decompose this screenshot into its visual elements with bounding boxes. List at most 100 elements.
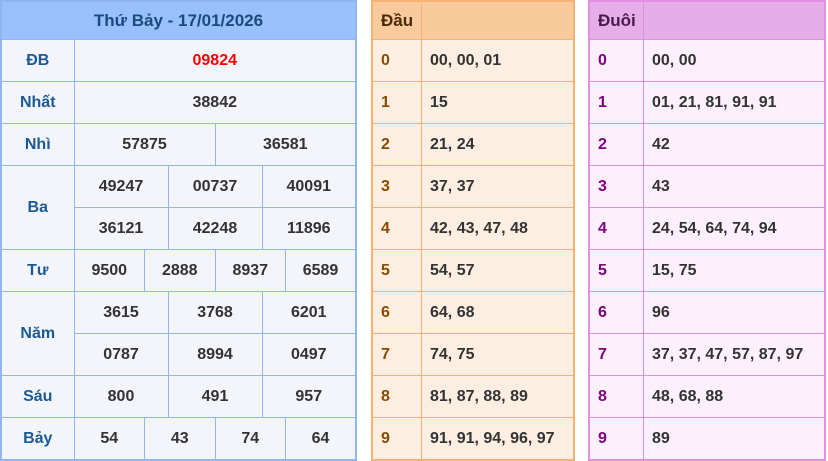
duoi-values: 01, 21, 81, 91, 91	[643, 81, 826, 124]
dau-values: 91, 91, 94, 96, 97	[421, 417, 575, 461]
dau-digit: 4	[371, 207, 422, 250]
dau-digit: 5	[371, 249, 422, 292]
dau-values: 81, 87, 88, 89	[421, 375, 575, 418]
prize-label: Ba	[0, 165, 75, 250]
prize-value: 49247	[73, 165, 169, 208]
prize-value: 491	[167, 375, 263, 418]
duoi-digit: 3	[588, 165, 644, 208]
dau-values: 64, 68	[421, 291, 575, 334]
prize-value: 64	[285, 417, 357, 461]
dau-digit: 2	[371, 123, 422, 166]
duoi-row: 6 96	[588, 291, 826, 334]
prize-value: 0787	[73, 333, 169, 376]
dau-row: 3 37, 37	[371, 165, 575, 208]
prize-value: 3768	[167, 291, 263, 334]
dau-row: 5 54, 57	[371, 249, 575, 292]
dau-values: 42, 43, 47, 48	[421, 207, 575, 250]
duoi-values: 00, 00	[643, 39, 826, 82]
prize-value: 3615	[73, 291, 169, 334]
duoi-values: 48, 68, 88	[643, 375, 826, 418]
duoi-digit: 2	[588, 123, 644, 166]
duoi-header: Đuôi	[588, 0, 644, 40]
prize-label: Sáu	[0, 375, 75, 418]
duoi-digit: 7	[588, 333, 644, 376]
duoi-row: 4 24, 54, 64, 74, 94	[588, 207, 826, 250]
prize-value: 957	[261, 375, 357, 418]
dau-values: 15	[421, 81, 575, 124]
dau-digit: 0	[371, 39, 422, 82]
prize-value: 57875	[73, 123, 216, 166]
duoi-values: 96	[643, 291, 826, 334]
prize-value: 54	[73, 417, 145, 461]
duoi-row: 8 48, 68, 88	[588, 375, 826, 418]
duoi-header-blank	[643, 0, 826, 40]
prize-value: 74	[214, 417, 286, 461]
dau-values: 54, 57	[421, 249, 575, 292]
duoi-values: 15, 75	[643, 249, 826, 292]
duoi-values: 37, 37, 47, 57, 87, 97	[643, 333, 826, 376]
duoi-values: 42	[643, 123, 826, 166]
prize-label: Bảy	[0, 417, 75, 461]
prize-label: Tư	[0, 249, 75, 292]
dau-digit: 7	[371, 333, 422, 376]
prize-value: 00737	[167, 165, 263, 208]
prize-label: Nhì	[0, 123, 75, 166]
duoi-digit: 9	[588, 417, 644, 461]
prize-value: 2888	[144, 249, 216, 292]
duoi-values: 89	[643, 417, 826, 461]
duoi-values: 24, 54, 64, 74, 94	[643, 207, 826, 250]
duoi-digit: 6	[588, 291, 644, 334]
prize-value: 800	[73, 375, 169, 418]
duoi-row: 0 00, 00	[588, 39, 826, 82]
prize-value: 43	[144, 417, 216, 461]
dau-digit: 8	[371, 375, 422, 418]
dau-digit: 1	[371, 81, 422, 124]
dau-table: Đầu 0 00, 00, 01 1 15 2 21, 24 3 37, 37 4 42, 43,…	[371, 0, 575, 461]
dau-row: 4 42, 43, 47, 48	[371, 207, 575, 250]
dau-row: 2 21, 24	[371, 123, 575, 166]
dau-row: 0 00, 00, 01	[371, 39, 575, 82]
dau-digit: 6	[371, 291, 422, 334]
duoi-row: 1 01, 21, 81, 91, 91	[588, 81, 826, 124]
dau-row: 7 74, 75	[371, 333, 575, 376]
dau-header-blank	[421, 0, 575, 40]
duoi-values: 43	[643, 165, 826, 208]
dau-row: 9 91, 91, 94, 96, 97	[371, 417, 575, 461]
results-title: Thứ Bảy - 17/01/2026	[0, 0, 357, 40]
prize-value: 11896	[261, 207, 357, 250]
dau-header: Đầu	[371, 0, 422, 40]
prize-value: 6589	[285, 249, 357, 292]
prize-value: 38842	[73, 81, 357, 124]
prize-label: Năm	[0, 291, 75, 376]
prize-value: 9500	[73, 249, 145, 292]
dau-row: 8 81, 87, 88, 89	[371, 375, 575, 418]
dau-row: 6 64, 68	[371, 291, 575, 334]
prize-value: 36581	[214, 123, 357, 166]
prize-value: 0497	[261, 333, 357, 376]
dau-values: 21, 24	[421, 123, 575, 166]
prize-value: 8937	[214, 249, 286, 292]
prize-value: 36121	[73, 207, 169, 250]
prize-label: ĐB	[0, 39, 75, 82]
dau-values: 74, 75	[421, 333, 575, 376]
duoi-table: Đuôi 0 00, 00 1 01, 21, 81, 91, 91 2 42 3 43 4 24…	[588, 0, 826, 461]
dau-digit: 3	[371, 165, 422, 208]
results-table: Thứ Bảy - 17/01/2026 ĐB 09824 Nhất 38842 N…	[0, 0, 357, 461]
prize-label: Nhất	[0, 81, 75, 124]
dau-values: 00, 00, 01	[421, 39, 575, 82]
special-prize: 09824	[73, 39, 357, 82]
dau-values: 37, 37	[421, 165, 575, 208]
duoi-digit: 5	[588, 249, 644, 292]
prize-value: 40091	[261, 165, 357, 208]
dau-row: 1 15	[371, 81, 575, 124]
duoi-digit: 1	[588, 81, 644, 124]
duoi-row: 5 15, 75	[588, 249, 826, 292]
prize-value: 42248	[167, 207, 263, 250]
duoi-row: 3 43	[588, 165, 826, 208]
prize-value: 8994	[167, 333, 263, 376]
duoi-row: 2 42	[588, 123, 826, 166]
duoi-digit: 8	[588, 375, 644, 418]
duoi-digit: 4	[588, 207, 644, 250]
duoi-row: 7 37, 37, 47, 57, 87, 97	[588, 333, 826, 376]
dau-digit: 9	[371, 417, 422, 461]
